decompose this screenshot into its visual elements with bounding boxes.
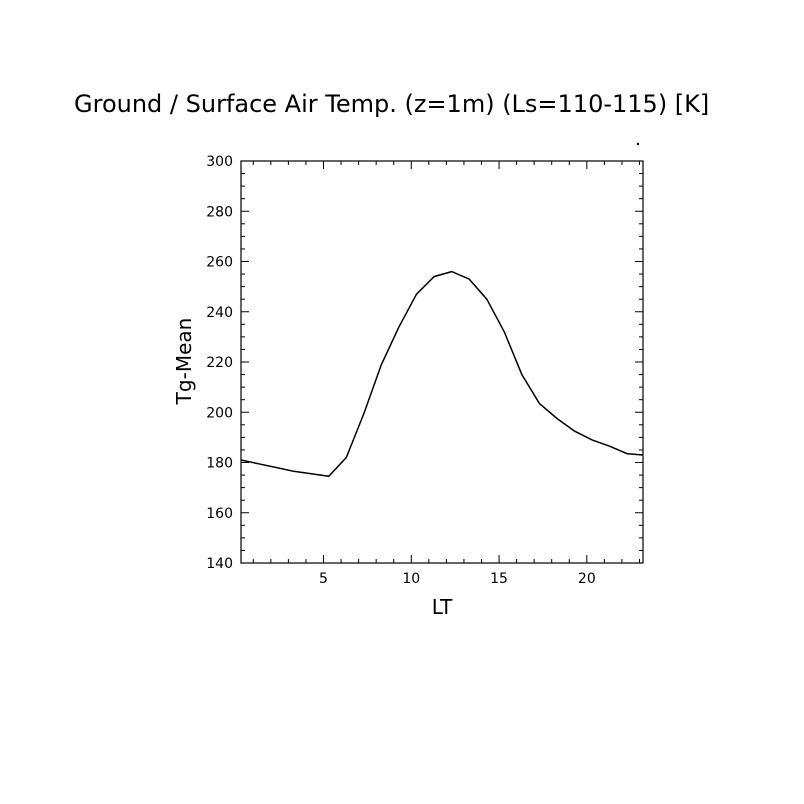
y-tick-label: 180 — [206, 456, 233, 472]
x-axis-label: LT — [432, 595, 453, 619]
y-tick-label: 260 — [206, 255, 233, 271]
y-tick-label: 200 — [206, 405, 233, 421]
chart-title: Ground / Surface Air Temp. (z=1m) (Ls=11… — [74, 90, 709, 118]
y-tick-label: 140 — [206, 556, 233, 572]
y-tick-label: 300 — [206, 154, 233, 170]
y-tick-label: 160 — [206, 506, 233, 522]
series-line — [240, 270, 644, 478]
y-tick-label: 220 — [206, 355, 233, 371]
x-tick-label: 20 — [578, 571, 596, 587]
x-tick-label: 15 — [490, 571, 508, 587]
y-tick-label: 280 — [206, 204, 233, 220]
y-tick-label: 240 — [206, 305, 233, 321]
plot-frame — [240, 160, 644, 564]
plot-area: 5 10 15 20 140 160 180 200 220 240 260 280 300 — [206, 154, 644, 587]
corner-marker-dot — [636, 142, 640, 146]
x-tick-label: 10 — [402, 571, 420, 587]
x-tick-label: 5 — [319, 571, 328, 587]
y-axis-label: Tg-Mean — [172, 318, 196, 406]
